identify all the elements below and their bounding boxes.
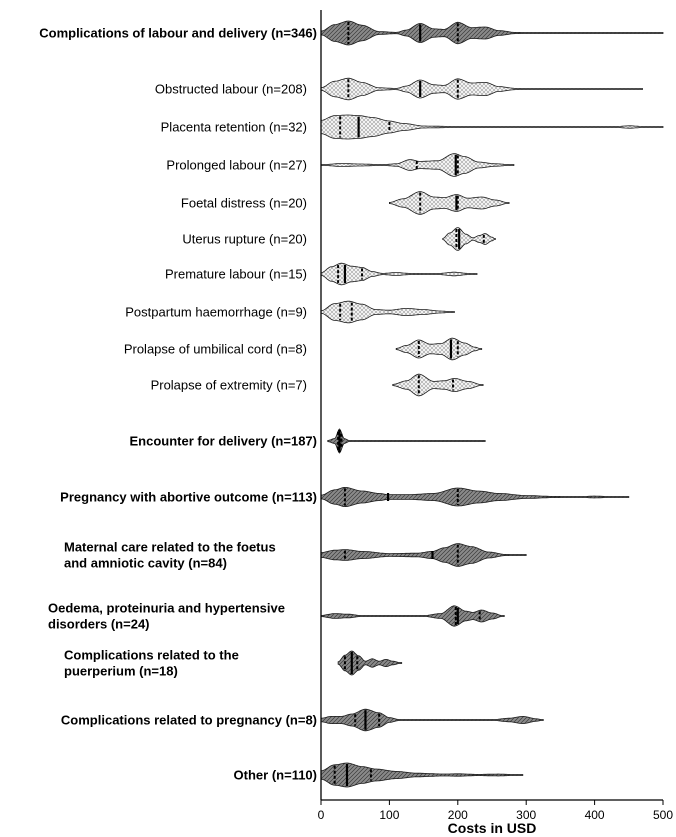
violin-shape: [320, 20, 664, 46]
x-tick-label: 300: [516, 808, 536, 822]
category-label: Uterus rupture (n=20): [182, 232, 307, 247]
category-label: Encounter for delivery (n=187): [130, 434, 317, 449]
category-labels: Complications of labour and delivery (n=…: [39, 26, 317, 783]
violin-shape: [389, 191, 510, 215]
violin-shape: [320, 487, 630, 507]
category-label: Other (n=110): [234, 768, 317, 783]
violin-shape: [320, 77, 643, 101]
x-tick-label: 500: [653, 808, 673, 822]
category-label: Postpartum haemorrhage (n=9): [125, 305, 307, 320]
category-label: Placenta retention (n=32): [161, 120, 307, 135]
violin-shape: [320, 153, 515, 177]
category-label: Complications related to the puerperium (…: [64, 648, 239, 679]
violin-shape: [442, 227, 496, 251]
category-label: Prolonged labour (n=27): [166, 158, 307, 173]
x-tick-label: 400: [585, 808, 605, 822]
violins: [320, 20, 664, 788]
violin-shape: [320, 708, 544, 732]
category-label: Oedema, proteinuria and hypertensive diso…: [48, 601, 285, 632]
x-tick-label: 100: [379, 808, 399, 822]
violin-shape: [320, 114, 664, 140]
x-axis-ticks: 0 100 200 300 400 500: [318, 800, 673, 822]
x-tick-label: 200: [448, 808, 468, 822]
category-label: Prolapse of extremity (n=7): [151, 378, 307, 393]
violin-shape: [320, 605, 505, 627]
category-label: Complications related to pregnancy (n=8): [61, 713, 317, 728]
category-label: Maternal care related to the foetus and a…: [64, 540, 276, 571]
violin-shape: [320, 762, 524, 788]
category-label: Premature labour (n=15): [165, 267, 307, 282]
x-tick-label: 0: [318, 808, 325, 822]
category-label: Complications of labour and delivery (n=…: [39, 26, 317, 41]
category-label: Foetal distress (n=20): [181, 196, 307, 211]
x-axis-label: Costs in USD: [448, 820, 537, 836]
violin-shape: [320, 300, 455, 324]
category-label: Pregnancy with abortive outcome (n=113): [60, 490, 317, 505]
violin-shape: [392, 373, 484, 397]
category-label: Obstructed labour (n=208): [155, 82, 307, 97]
violin-shape: [337, 650, 403, 676]
violin-shape: [320, 262, 478, 286]
violin-shape: [320, 543, 527, 567]
category-label: Prolapse of umbilical cord (n=8): [124, 342, 307, 357]
violin-shape: [395, 337, 483, 361]
violin-shape: [327, 428, 486, 454]
